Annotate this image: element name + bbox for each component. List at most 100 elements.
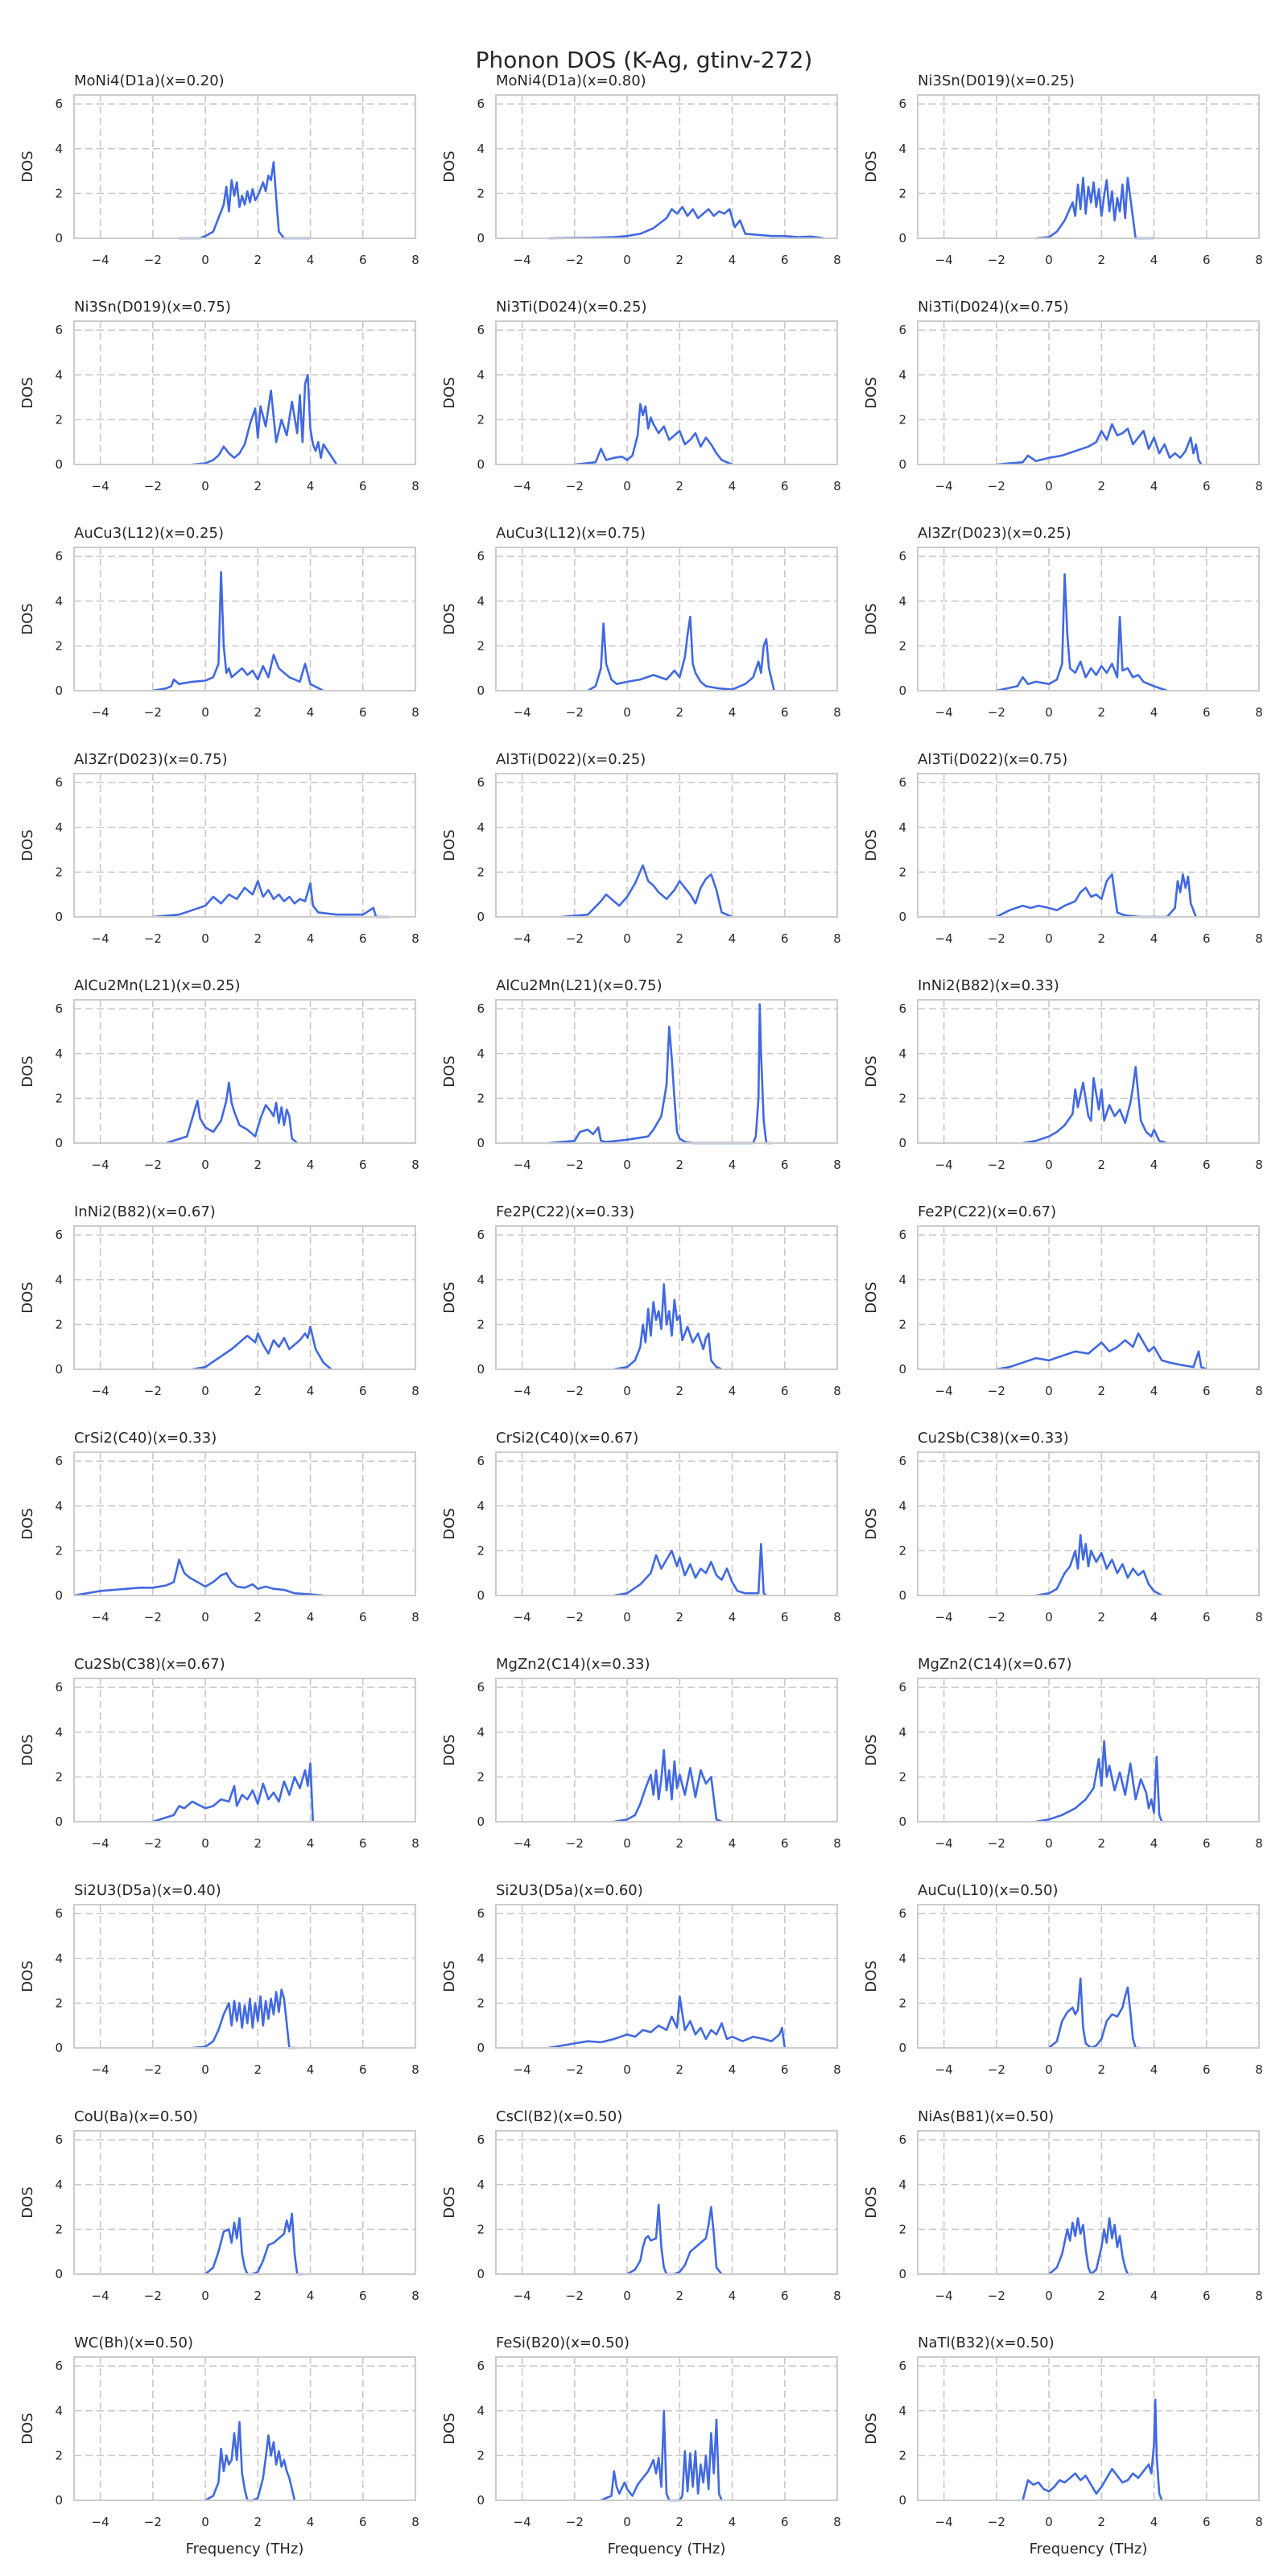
- y-tick-label: 4: [55, 2404, 63, 2418]
- y-axis-label: DOS: [863, 2413, 880, 2444]
- dos-curve: [1048, 2217, 1133, 2276]
- x-tick-label: 6: [781, 1836, 789, 1851]
- x-tick-label: 0: [1045, 2062, 1053, 2077]
- panel-title: NaTl(B32)(x=0.50): [918, 2334, 1055, 2351]
- x-tick-label: 6: [1203, 1158, 1211, 1172]
- y-axis-label: DOS: [863, 2186, 880, 2218]
- x-tick-label: 6: [359, 253, 367, 267]
- x-tick-label: 4: [1150, 1610, 1158, 1624]
- x-tick-label: 0: [1045, 1610, 1053, 1624]
- panel-title: Fe2P(C22)(x=0.67): [918, 1203, 1056, 1220]
- x-tick-label: −4: [514, 1158, 531, 1172]
- panel-title: InNi2(B82)(x=0.67): [74, 1203, 216, 1220]
- x-tick-label: −2: [988, 705, 1005, 720]
- x-tick-label: −2: [988, 1158, 1005, 1172]
- x-tick-label: 0: [623, 479, 631, 493]
- y-tick-label: 4: [898, 1499, 906, 1513]
- x-tick-label: 0: [1045, 1836, 1053, 1851]
- y-tick-label: 6: [477, 97, 485, 111]
- x-tick-label: 0: [201, 479, 209, 493]
- y-tick-label: 6: [55, 1454, 63, 1468]
- x-tick-label: 8: [411, 253, 419, 267]
- panel-title: Ni3Ti(D024)(x=0.25): [496, 299, 646, 316]
- y-axis-label: DOS: [441, 1282, 458, 1313]
- y-tick-label: 0: [477, 683, 485, 698]
- y-axis-label: DOS: [19, 829, 36, 861]
- y-tick-label: 4: [55, 2178, 63, 2192]
- x-tick-label: 8: [1255, 479, 1263, 493]
- y-tick-label: 4: [898, 2178, 906, 2192]
- x-tick-label: 2: [254, 1836, 262, 1851]
- dos-panel: Cu2Sb(C38)(x=0.67) −4 −2 0 2 4 6 8 0 2 4 6 DOS: [19, 1656, 419, 1851]
- dos-curve: [587, 615, 775, 692]
- y-tick-label: 6: [477, 323, 485, 337]
- x-tick-label: 8: [411, 931, 419, 946]
- panel-title: Si2U3(D5a)(x=0.60): [496, 1882, 643, 1899]
- x-tick-label: 8: [411, 1158, 419, 1172]
- dos-curve: [996, 423, 1203, 466]
- y-tick-label: 0: [477, 1136, 485, 1150]
- x-tick-label: 6: [1203, 253, 1211, 267]
- y-tick-label: 0: [898, 910, 906, 924]
- x-tick-label: 2: [676, 253, 684, 267]
- y-tick-label: 6: [898, 323, 906, 337]
- panel-title: Ni3Sn(D019)(x=0.25): [918, 72, 1075, 89]
- y-axis-label: DOS: [441, 1055, 458, 1087]
- x-tick-label: 6: [359, 931, 367, 946]
- y-tick-label: 2: [55, 1317, 63, 1331]
- dos-panel: CrSi2(C40)(x=0.33) −4 −2 0 2 4 6 8 0 2 4 6 DOS: [19, 1430, 419, 1624]
- dos-curve: [1048, 1977, 1141, 2050]
- dos-curve: [152, 571, 324, 692]
- x-tick-label: 2: [1098, 1384, 1106, 1398]
- x-tick-label: 6: [1203, 2515, 1211, 2529]
- x-tick-label: 8: [1255, 705, 1263, 720]
- x-tick-label: 2: [254, 705, 262, 720]
- x-tick-label: −4: [514, 253, 531, 267]
- x-tick-label: 2: [254, 253, 262, 267]
- y-tick-label: 0: [55, 1588, 63, 1603]
- y-tick-label: 0: [477, 2493, 485, 2508]
- y-tick-label: 2: [477, 1317, 485, 1331]
- plot-frame: [917, 547, 1260, 691]
- y-axis-label: DOS: [19, 1055, 36, 1087]
- y-axis-label: DOS: [863, 377, 880, 408]
- y-tick-label: 4: [55, 1499, 63, 1513]
- x-tick-label: 6: [781, 705, 789, 720]
- x-tick-label: −4: [935, 1158, 953, 1172]
- y-axis-label: DOS: [19, 377, 36, 408]
- x-tick-label: 8: [833, 1610, 841, 1624]
- y-tick-label: 2: [55, 2448, 63, 2462]
- y-axis-label: DOS: [19, 2413, 36, 2444]
- y-tick-label: 4: [898, 1273, 906, 1287]
- x-tick-label: −2: [144, 2289, 162, 2303]
- dos-curve: [574, 402, 733, 466]
- x-tick-label: 4: [729, 1836, 737, 1851]
- plot-frame: [73, 320, 416, 465]
- x-tick-label: −4: [514, 1610, 531, 1624]
- y-tick-label: 0: [898, 2493, 906, 2508]
- x-tick-label: −4: [92, 479, 109, 493]
- x-tick-label: 2: [676, 2062, 684, 2077]
- y-tick-label: 6: [477, 775, 485, 790]
- x-tick-label: 2: [254, 1610, 262, 1624]
- y-tick-label: 2: [898, 2448, 906, 2462]
- x-tick-label: 8: [1255, 931, 1263, 946]
- x-tick-label: 2: [676, 2515, 684, 2529]
- x-tick-label: 8: [411, 2515, 419, 2529]
- x-tick-label: 4: [1150, 705, 1158, 720]
- x-tick-label: −4: [935, 931, 953, 946]
- y-tick-label: 4: [55, 1951, 63, 1966]
- y-tick-label: 6: [898, 549, 906, 564]
- x-tick-label: −4: [935, 1610, 953, 1624]
- x-tick-label: −2: [144, 1836, 162, 1851]
- y-tick-label: 0: [55, 2493, 63, 2508]
- x-tick-label: −2: [566, 2515, 584, 2529]
- x-tick-label: 6: [781, 2289, 789, 2303]
- y-tick-label: 6: [477, 2359, 485, 2373]
- x-tick-label: 4: [307, 1610, 315, 1624]
- x-axis-label: Frequency (THz): [1030, 2541, 1148, 2557]
- dos-panel: MgZn2(C14)(x=0.33) −4 −2 0 2 4 6 8 0 2 4 6 DOS: [441, 1656, 841, 1851]
- x-tick-label: 8: [411, 2289, 419, 2303]
- x-tick-label: −4: [92, 705, 109, 720]
- dos-curve: [548, 1003, 772, 1145]
